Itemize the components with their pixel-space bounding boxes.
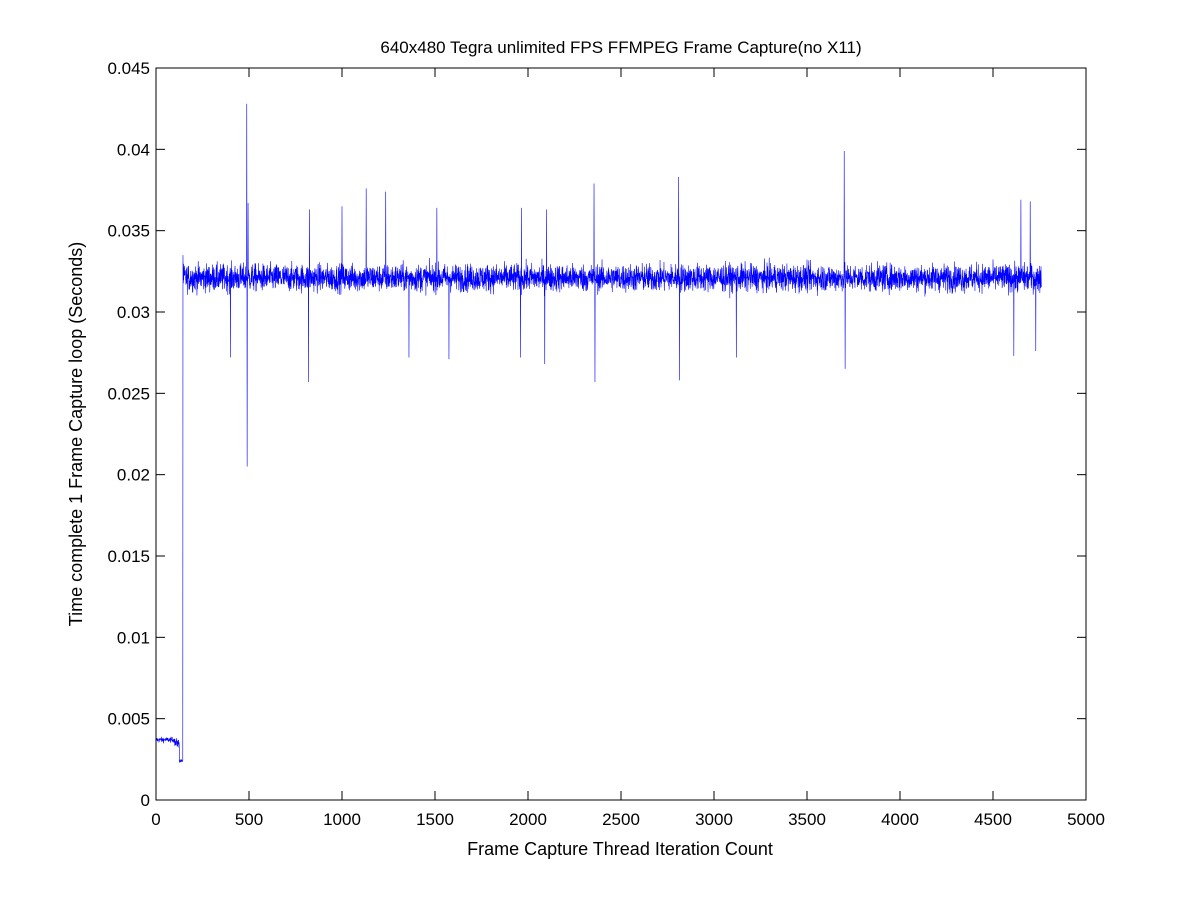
x-tick-label: 2500 [602,810,640,829]
y-tick-label: 0.04 [117,140,150,159]
x-tick-label: 3000 [695,810,733,829]
chart-title: 640x480 Tegra unlimited FPS FFMPEG Frame… [380,38,861,57]
y-tick-label: 0.045 [107,59,150,78]
y-tick-label: 0.035 [107,222,150,241]
x-tick-label: 5000 [1067,810,1105,829]
y-tick-label: 0.02 [117,466,150,485]
x-axis-label: Frame Capture Thread Iteration Count [467,839,773,859]
y-tick-label: 0.025 [107,384,150,403]
series-layer [155,103,1042,764]
plot-box [155,67,1087,801]
y-axis-label: Time complete 1 Frame Capture loop (Seco… [66,242,86,627]
y-tick-label: 0 [141,791,150,810]
x-tick-label: 4500 [974,810,1012,829]
y-tick-label: 0.03 [117,303,150,322]
x-tick-label: 2000 [509,810,547,829]
x-tick-label: 3500 [788,810,826,829]
x-tick-labels: 0 500 1000 1500 2000 2500 3000 3500 4000 4500 5000 [151,810,1105,829]
y-tick-label: 0.005 [107,710,150,729]
plot-area [156,68,1086,800]
x-tick-label: 0 [151,810,160,829]
y-tick-label: 0.01 [117,628,150,647]
x-tick-label: 1000 [323,810,361,829]
x-tick-label: 1500 [416,810,454,829]
y-tick-labels: 0 0.005 0.01 0.015 0.02 0.025 0.03 0.035 0.04 0.0… [107,59,150,810]
x-tick-label: 500 [235,810,263,829]
y-tick-label: 0.015 [107,547,150,566]
series-line [155,103,1042,764]
x-tick-label: 4000 [881,810,919,829]
